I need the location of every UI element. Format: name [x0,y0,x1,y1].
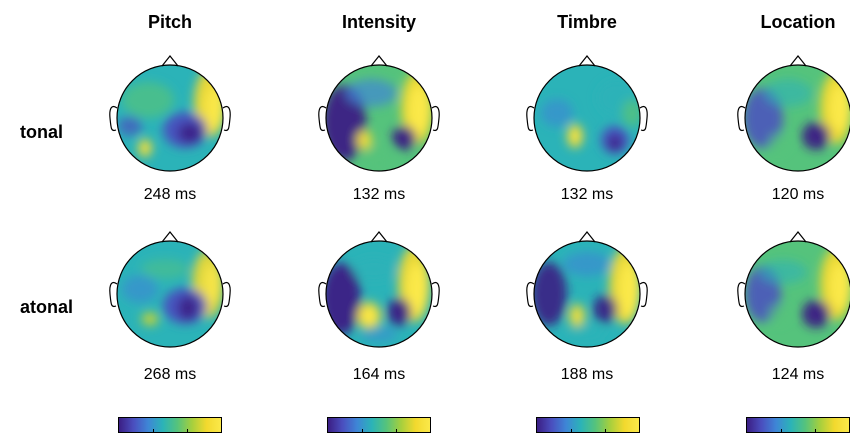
latency-atonal-pitch: 268 ms [143,366,197,383]
latency-atonal-intensity: 164 ms [352,366,406,383]
topomap-tonal-intensity [318,55,440,172]
topomap-atonal-intensity [318,231,440,348]
column-title-location: Location [760,12,836,32]
colorbar-location [746,417,850,433]
colorbar-timbre [536,417,640,433]
topomap-tonal-location [737,55,850,172]
topomap-atonal-pitch [109,231,231,348]
latency-tonal-timbre: 132 ms [560,186,614,203]
topomap-tonal-pitch [109,55,231,172]
latency-atonal-location: 124 ms [771,366,825,383]
topomap-tonal-timbre [526,55,648,172]
column-title-pitch: Pitch [147,12,192,32]
topomap-atonal-timbre [526,231,648,348]
latency-atonal-timbre: 188 ms [560,366,614,383]
latency-tonal-location: 120 ms [771,186,825,203]
latency-tonal-intensity: 132 ms [352,186,406,203]
row-label-tonal: tonal [20,122,63,142]
column-title-intensity: Intensity [341,12,416,32]
topomap-atonal-location [737,231,850,348]
column-title-timbre: Timbre [557,12,617,32]
latency-tonal-pitch: 248 ms [143,186,197,203]
colorbar-intensity [327,417,431,433]
colorbar-pitch [118,417,222,433]
row-label-atonal: atonal [20,297,74,317]
